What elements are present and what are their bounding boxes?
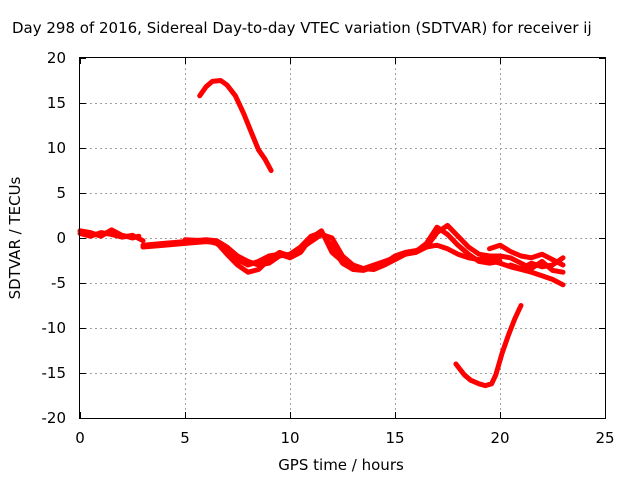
y-tick-label: -15 [42, 364, 67, 382]
series-line-arc-h [487, 258, 566, 288]
y-tick-label: -20 [42, 409, 67, 427]
series-line-arc-j [497, 253, 566, 275]
series-layer [77, 78, 566, 389]
chart-title: Day 298 of 2016, Sidereal Day-to-day VTE… [12, 19, 592, 37]
series-line-arc-d [140, 222, 503, 275]
series-line-arc-e [182, 224, 503, 272]
x-tick-label: 25 [595, 429, 614, 447]
x-tick-label: 5 [180, 429, 190, 447]
series-line-arc-g [453, 303, 524, 389]
y-tick-label: -10 [42, 319, 67, 337]
x-tick-label: 0 [75, 429, 85, 447]
series-line-arc-k [508, 255, 566, 272]
axis-ticks [80, 58, 606, 419]
x-tick-label: 10 [280, 429, 299, 447]
series-line-arc-f [197, 78, 274, 173]
x-axis-label: GPS time / hours [278, 456, 404, 474]
y-axis-label: SDTVAR / TECUs [6, 176, 24, 299]
tick-labels: 0 5 10 15 20 25 -20 -15 -10 -5 0 5 10 15 20 [42, 49, 615, 447]
y-tick-label: 10 [47, 139, 66, 157]
y-tick-label: 0 [56, 229, 66, 247]
grid [80, 58, 605, 418]
y-tick-label: 15 [47, 94, 66, 112]
x-tick-label: 15 [385, 429, 404, 447]
plot-frame [79, 57, 606, 419]
series-line-arc-i [487, 242, 566, 268]
y-tick-label: -5 [51, 274, 66, 292]
y-tick-label: 20 [47, 49, 66, 67]
series-line-arc-b [77, 227, 142, 241]
x-tick-label: 20 [490, 429, 509, 447]
y-tick-label: 5 [56, 184, 66, 202]
series-line-arc-a [77, 230, 146, 244]
